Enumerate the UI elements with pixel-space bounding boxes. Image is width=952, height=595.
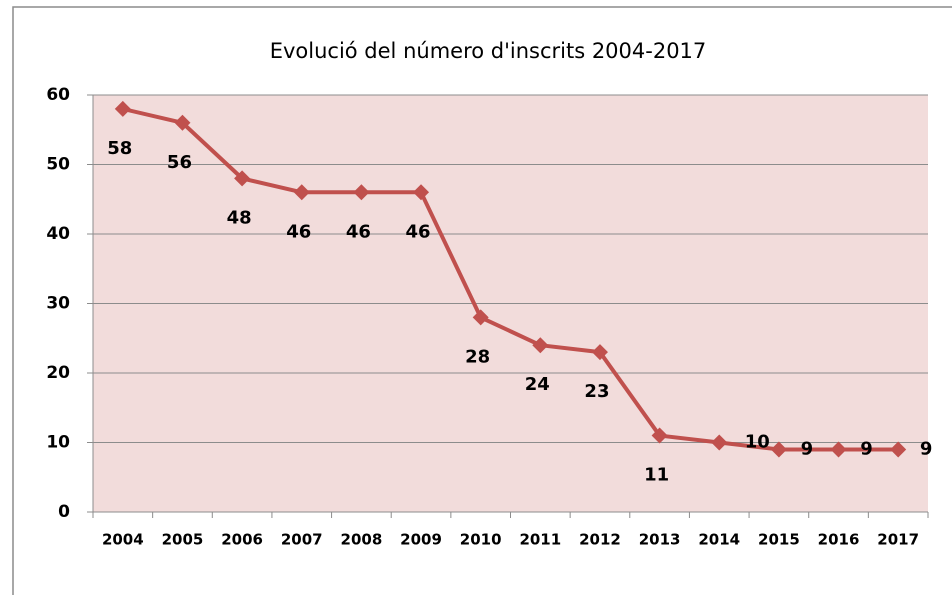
x-tick-label: 2010 <box>460 531 502 549</box>
x-tick-label: 2013 <box>639 531 681 549</box>
data-label: 58 <box>107 138 132 159</box>
data-label: 46 <box>286 221 311 242</box>
y-tick-label: 0 <box>58 502 70 522</box>
x-tick-label: 2006 <box>221 531 263 549</box>
data-label: 9 <box>860 438 873 459</box>
data-label: 48 <box>227 207 252 228</box>
x-tick-label: 2005 <box>162 531 204 549</box>
marker <box>174 114 191 131</box>
line <box>122 106 899 452</box>
data-label: 28 <box>465 346 490 367</box>
x-tick-label: 2016 <box>818 531 860 549</box>
x-tick-label: 2007 <box>281 531 323 549</box>
marker <box>591 344 608 361</box>
marker <box>770 441 787 458</box>
y-tick-label: 40 <box>46 224 70 244</box>
marker <box>830 441 847 458</box>
x-tick-label: 2014 <box>698 531 740 549</box>
x-tick-label: 2012 <box>579 531 621 549</box>
y-tick-label: 30 <box>46 294 70 314</box>
y-tick-label: 50 <box>46 155 70 175</box>
marker <box>293 184 310 201</box>
data-label: 24 <box>525 374 550 395</box>
marker <box>472 309 489 326</box>
marker <box>651 427 668 444</box>
data-label: 46 <box>406 221 431 242</box>
data-label: 9 <box>801 438 814 459</box>
data-label: 46 <box>346 221 371 242</box>
x-tick-label: 2009 <box>400 531 442 549</box>
marker <box>532 337 549 354</box>
marker <box>114 100 131 117</box>
marker <box>711 434 728 451</box>
marker <box>353 184 370 201</box>
x-tick-label: 2011 <box>519 531 561 549</box>
y-tick-label: 60 <box>46 85 70 105</box>
data-label: 11 <box>644 465 669 486</box>
marker <box>413 184 430 201</box>
x-tick-label: 2015 <box>758 531 800 549</box>
marker <box>234 170 251 187</box>
x-tick-label: 2017 <box>877 531 919 549</box>
x-tick-label: 2008 <box>341 531 383 549</box>
y-tick-label: 10 <box>46 433 70 453</box>
marker <box>890 441 907 458</box>
data-label: 56 <box>167 152 192 173</box>
data-label: 10 <box>745 432 770 453</box>
x-tick-label: 2004 <box>102 531 144 549</box>
y-tick-label: 20 <box>46 363 70 383</box>
chart-title: Evolució del número d'inscrits 2004-2017 <box>270 39 707 63</box>
data-label: 9 <box>920 438 933 459</box>
data-label: 23 <box>584 381 609 402</box>
